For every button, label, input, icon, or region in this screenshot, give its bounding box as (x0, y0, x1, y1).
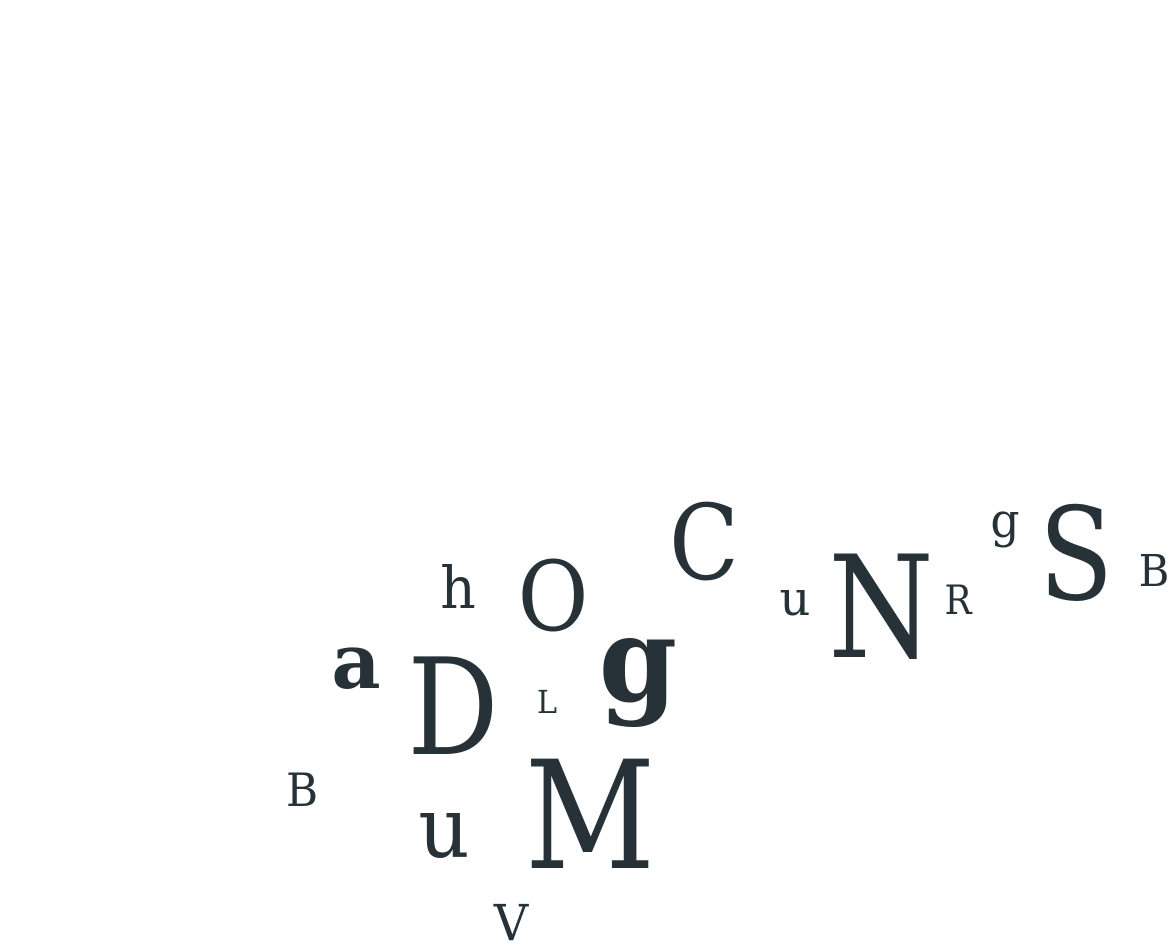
scatter-letter-11: D (407, 630, 499, 786)
scatter-letter-1: h (440, 554, 476, 622)
scatter-letter-14: B (285, 763, 319, 817)
scatter-letter-16: M (524, 730, 656, 904)
scatter-letter-2: O (517, 541, 589, 653)
scatter-letter-13: g (598, 590, 678, 729)
scatter-letter-9: R (944, 578, 972, 624)
scatter-letter-5: S (1038, 481, 1114, 630)
scatter-letter-3: C (668, 482, 740, 604)
scatter-letter-6: B (1138, 546, 1170, 597)
scatter-letter-10: a (331, 617, 381, 706)
scatter-letter-7: u (779, 571, 811, 627)
scatter-letter-17: V (493, 894, 529, 952)
scatter-letter-8: N (828, 526, 934, 691)
scatter-letter-15: u (418, 779, 470, 877)
scatter-letter-12: L (536, 683, 558, 721)
scatter-letter-4: g (990, 493, 1020, 549)
